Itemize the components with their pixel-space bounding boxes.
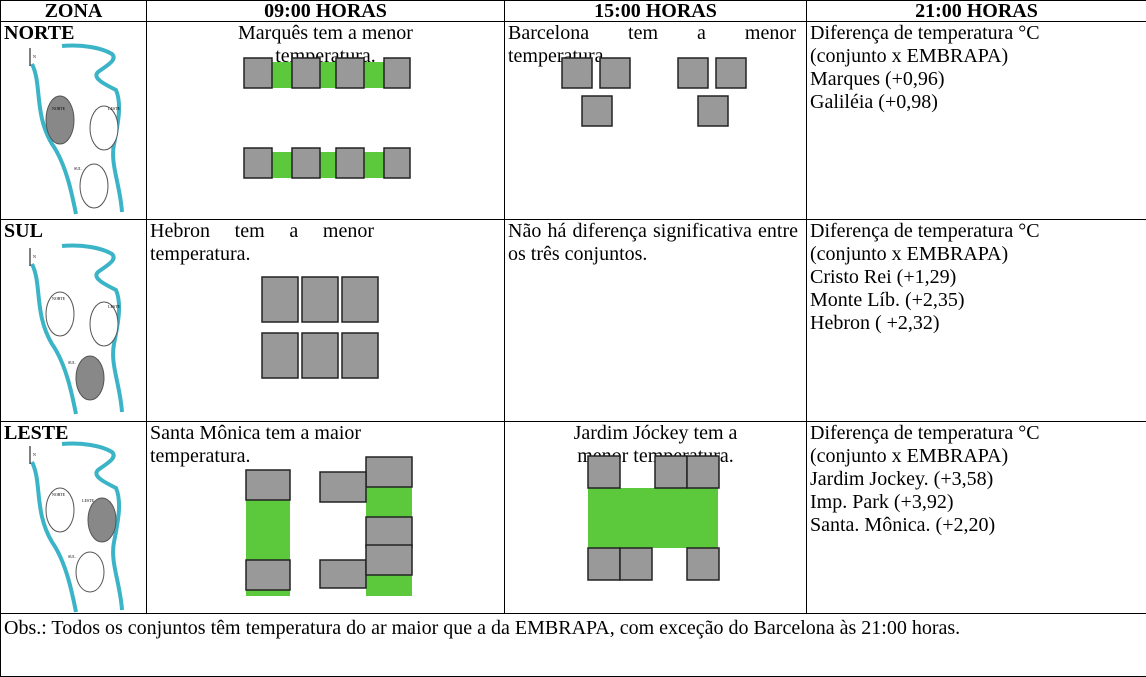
- line: Diferença de temperatura °C: [810, 220, 1143, 243]
- h09: Hebron tem a menor temperatura.: [147, 220, 505, 422]
- line: (conjunto x EMBRAPA): [810, 445, 1143, 468]
- line: Hebron ( +2,32): [810, 312, 1143, 335]
- obs: Obs.: Todos os conjuntos têm temperatura…: [1, 614, 1146, 677]
- h15: Barcelona tem a menor temperatura.: [505, 22, 807, 220]
- zone: NORTE: [1, 22, 147, 220]
- zone: LESTE: [1, 422, 147, 614]
- h15: Jardim Jóckey tem a menor temperatura.: [505, 422, 807, 614]
- line: Cristo Rei (+1,29): [810, 266, 1143, 289]
- header-cell: 15:00 HORAS: [505, 1, 807, 22]
- header-cell: 09:00 HORAS: [147, 1, 505, 22]
- line: Diferença de temperatura °C: [810, 422, 1143, 445]
- line: Santa. Mônica. (+2,20): [810, 514, 1143, 537]
- zone: SUL: [1, 220, 147, 422]
- line: Imp. Park (+3,92): [810, 491, 1143, 514]
- line: Monte Líb. (+2,35): [810, 289, 1143, 312]
- h21: Diferença de temperatura °C(conjunto x E…: [807, 422, 1146, 614]
- h09: Marquês tem a menor temperatura.: [147, 22, 505, 220]
- line: Jardim Jockey. (+3,58): [810, 468, 1143, 491]
- h21: Diferença de temperatura °C(conjunto x E…: [807, 220, 1146, 422]
- h15: Não há diferença significativa entre os …: [505, 220, 807, 422]
- line: Diferença de temperatura °C: [810, 22, 1143, 45]
- line: (conjunto x EMBRAPA): [810, 243, 1143, 266]
- line: (conjunto x EMBRAPA): [810, 45, 1143, 68]
- line: Galiléia (+0,98): [810, 91, 1143, 114]
- h21: Diferença de temperatura °C(conjunto x E…: [807, 22, 1146, 220]
- header-cell: ZONA: [1, 1, 147, 22]
- line: Marques (+0,96): [810, 68, 1143, 91]
- h09: Santa Mônica tem a maior temperatura.: [147, 422, 505, 614]
- header-cell: 21:00 HORAS: [807, 1, 1146, 22]
